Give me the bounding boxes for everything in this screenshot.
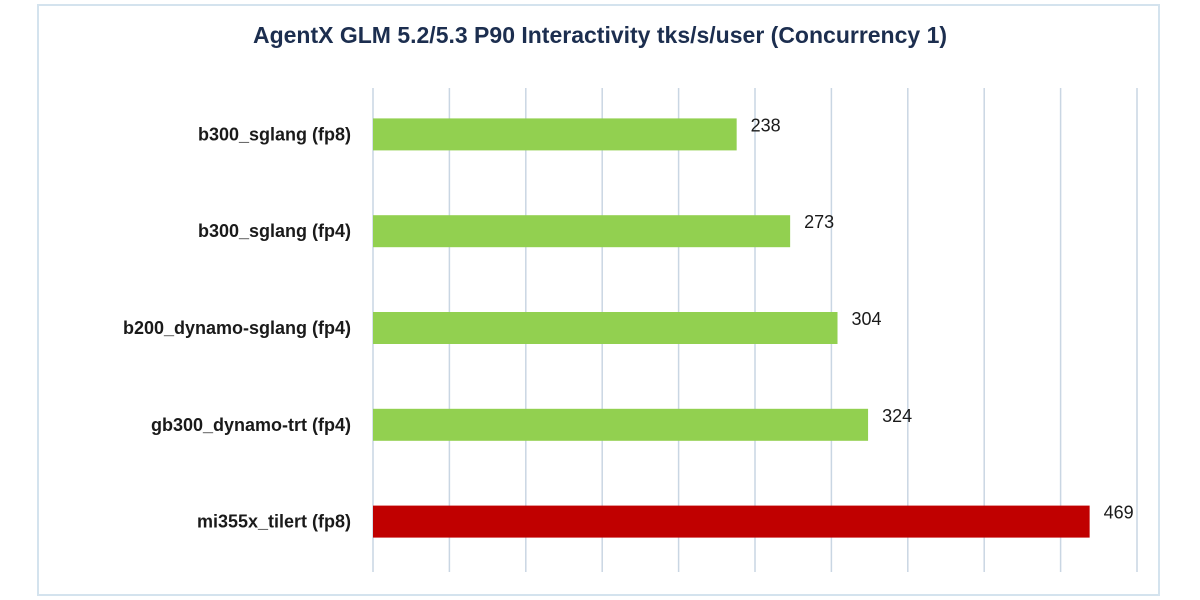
category-labels: b300_sglang (fp8) b300_sglang (fp4) b200_d… — [123, 124, 351, 531]
bar-0 — [373, 118, 737, 151]
bar-3 — [373, 408, 869, 441]
data-label-0: 238 — [751, 115, 781, 135]
data-labels: 238 273 304 324 469 — [751, 115, 1134, 522]
category-label-4: mi355x_tilert (fp8) — [197, 512, 351, 532]
bar-4 — [373, 505, 1090, 538]
category-label-3: gb300_dynamo-trt (fp4) — [151, 415, 351, 435]
data-label-3: 324 — [882, 406, 912, 426]
bar-2 — [373, 312, 838, 344]
data-label-2: 304 — [852, 309, 882, 329]
data-label-4: 469 — [1104, 503, 1134, 523]
data-label-1: 273 — [804, 212, 834, 232]
chart-title: AgentX GLM 5.2/5.3 P90 Interactivity tks… — [252, 22, 948, 48]
category-label-0: b300_sglang (fp8) — [198, 124, 351, 144]
category-label-1: b300_sglang (fp4) — [198, 221, 351, 241]
bar-1 — [373, 215, 791, 248]
category-label-2: b200_dynamo-sglang (fp4) — [123, 318, 351, 338]
bars — [373, 118, 1090, 538]
chart-frame — [37, 4, 1160, 596]
